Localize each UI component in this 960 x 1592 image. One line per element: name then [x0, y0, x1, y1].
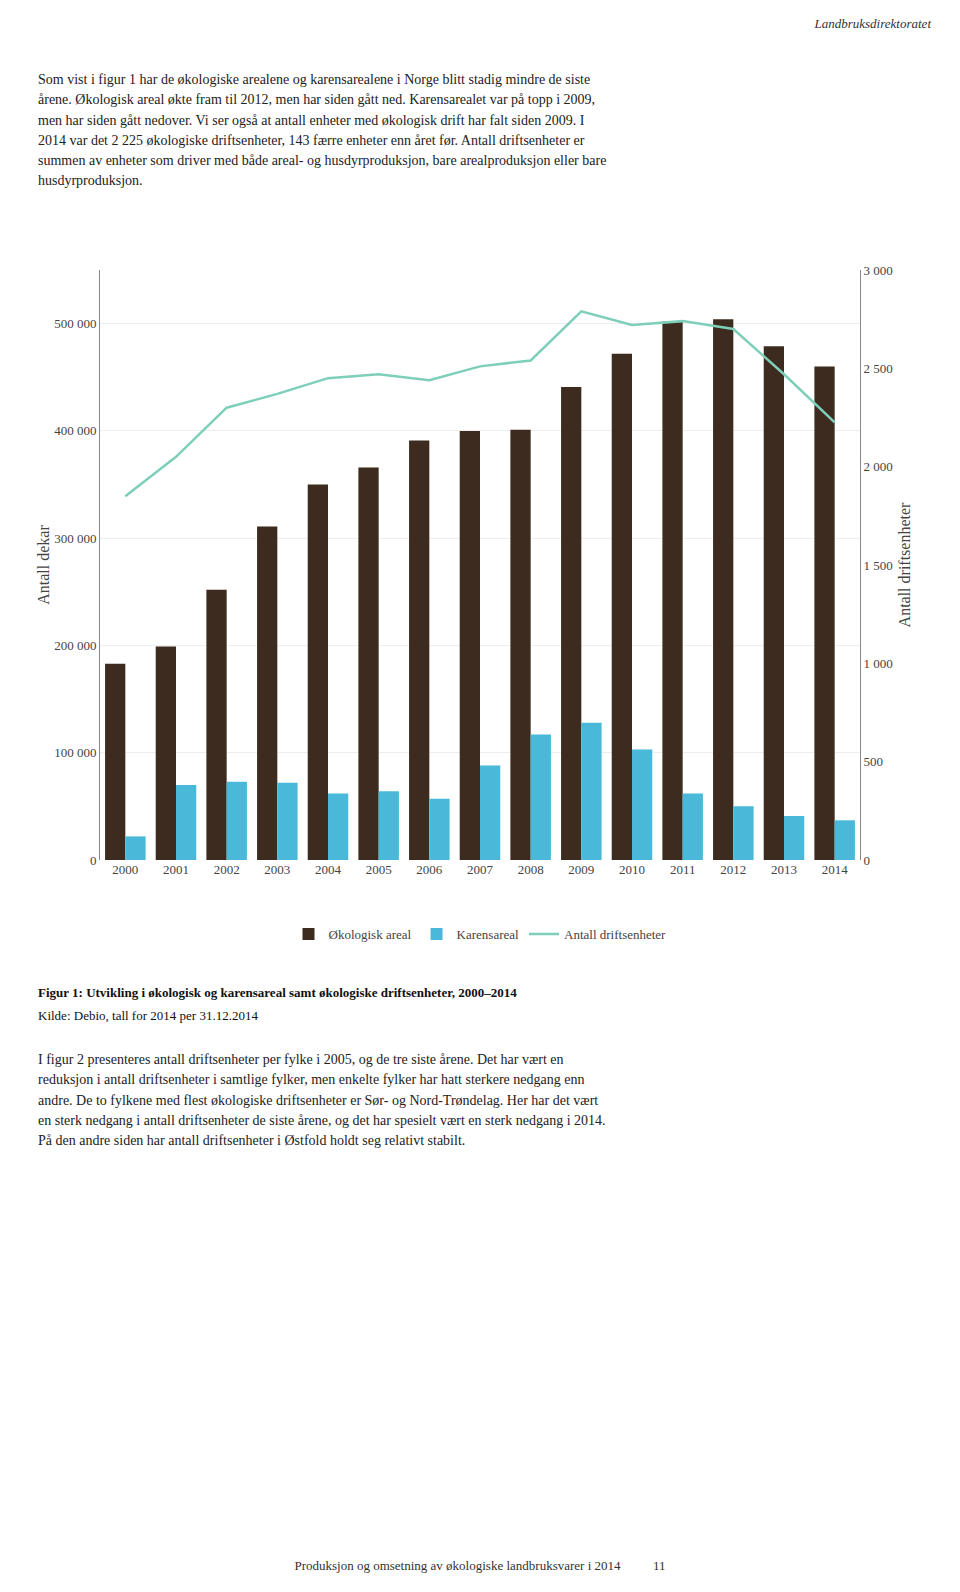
- svg-text:500: 500: [864, 754, 884, 769]
- svg-text:0: 0: [864, 853, 871, 868]
- svg-text:1 500: 1 500: [864, 558, 893, 573]
- html-text:Produksjon og omsetning av øko: Produksjon og omsetning av økologiske la…: [294, 1558, 666, 1573]
- svg-text:1 000: 1 000: [864, 656, 893, 671]
- svg-text:2014: 2014: [822, 862, 849, 877]
- svg-text:2 000: 2 000: [864, 459, 893, 474]
- svg-text:2003: 2003: [264, 862, 290, 877]
- svg-text:Karensareal: Karensareal: [457, 927, 519, 942]
- html-text:Figur 1: Utvikling i økologisk: Figur 1: Utvikling i økologisk og karens…: [38, 985, 517, 1000]
- svg-text:Antall driftsenheter: Antall driftsenheter: [564, 927, 666, 942]
- html-text:Som vist i figur 1 har de økol: Som vist i figur 1 har de økologiske are…: [38, 72, 607, 189]
- html-text:Kilde: Debio, tall for 2014 pe: Kilde: Debio, tall for 2014 per 31.12.20…: [38, 1008, 258, 1023]
- svg-text:3 000: 3 000: [864, 263, 893, 278]
- svg-text:500 000: 500 000: [54, 316, 96, 331]
- svg-text:2 500: 2 500: [864, 361, 893, 376]
- svg-text:2006: 2006: [416, 862, 443, 877]
- svg-text:200 000: 200 000: [54, 638, 96, 653]
- svg-text:2008: 2008: [518, 862, 544, 877]
- svg-text:2004: 2004: [315, 862, 342, 877]
- svg-text:2012: 2012: [720, 862, 746, 877]
- svg-text:2001: 2001: [163, 862, 189, 877]
- svg-text:2007: 2007: [467, 862, 494, 877]
- svg-text:2000: 2000: [112, 862, 138, 877]
- svg-text:2011: 2011: [670, 862, 696, 877]
- svg-text:2010: 2010: [619, 862, 645, 877]
- svg-text:Antall driftsenheter: Antall driftsenheter: [896, 502, 913, 628]
- svg-text:2002: 2002: [214, 862, 240, 877]
- svg-text:400 000: 400 000: [54, 423, 96, 438]
- svg-text:2005: 2005: [366, 862, 392, 877]
- svg-text:Økologisk areal: Økologisk areal: [329, 927, 412, 942]
- svg-text:0: 0: [90, 853, 97, 868]
- svg-text:100 000: 100 000: [54, 745, 96, 760]
- svg-text:300 000: 300 000: [54, 531, 96, 546]
- svg-text:2013: 2013: [771, 862, 797, 877]
- svg-text:Antall dekar: Antall dekar: [35, 525, 52, 605]
- html-text:I figur 2 presenteres antall d: I figur 2 presenteres antall driftsenhet…: [38, 1052, 606, 1149]
- svg-text:2009: 2009: [568, 862, 594, 877]
- html-text:Landbruksdirektoratet: Landbruksdirektoratet: [814, 16, 931, 31]
